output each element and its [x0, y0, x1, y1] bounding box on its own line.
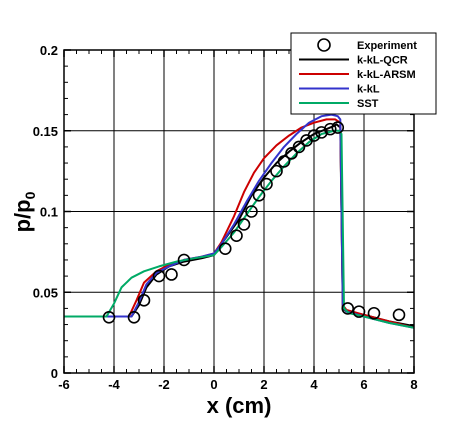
data-point-experiment	[252, 189, 266, 202]
data-point-experiment	[102, 310, 116, 324]
y-tick-label: 0.15	[33, 124, 58, 139]
data-point-experiment	[245, 205, 258, 218]
data-point-experiment	[177, 253, 191, 267]
data-point-experiment	[292, 140, 306, 154]
y-axis-title-subscript: 0	[22, 191, 38, 199]
legend-items: Experiment k-kL-QCR k-kL-ARSM k-kL SST	[299, 38, 417, 110]
y-tick-label: 0.1	[40, 205, 58, 220]
x-tick-label: -4	[108, 377, 120, 392]
data-point-experiment	[230, 229, 243, 243]
data-point-experiment	[392, 308, 406, 322]
data-point-experiment	[270, 164, 283, 178]
data-point-experiment	[137, 294, 151, 307]
legend: Experiment k-kL-QCR k-kL-ARSM k-kL SST	[290, 32, 437, 115]
legend-label-k-kl: k-kL	[357, 84, 380, 96]
legend-label-k-kl-qcr: k-kL-QCR	[357, 55, 408, 67]
data-point-experiment	[352, 305, 366, 318]
data-point-experiment	[341, 302, 355, 315]
x-tick-label: -6	[58, 377, 70, 392]
y-axis-title: p/p0	[10, 191, 38, 232]
marker-layer	[102, 121, 406, 324]
legend-swatch-experiment	[317, 38, 331, 52]
data-point-experiment	[285, 147, 298, 160]
x-axis-title: x (cm)	[207, 393, 272, 418]
data-point-experiment	[165, 268, 178, 281]
legend-label-experiment: Experiment	[357, 40, 417, 52]
data-point-experiment	[277, 155, 291, 168]
data-point-experiment	[218, 242, 232, 255]
y-tick-label: 0	[51, 366, 58, 381]
x-tick-label: 2	[260, 377, 267, 392]
data-point-experiment	[331, 121, 345, 134]
y-tick-labels: 0 0.05 0.1 0.15 0.2	[33, 43, 58, 381]
x-tick-labels: -6 -4 -2 0 2 4 6 8	[58, 377, 417, 392]
series-line-sst	[64, 129, 414, 329]
data-point-experiment	[307, 129, 321, 142]
legend-label-k-kl-arsm: k-kL-ARSM	[357, 69, 416, 81]
x-tick-label: -2	[158, 377, 170, 392]
data-point-experiment	[323, 122, 337, 136]
x-tick-label: 8	[410, 377, 417, 392]
y-axis-title-group: p/p0	[10, 191, 38, 232]
y-tick-label: 0.2	[40, 43, 58, 58]
x-tick-label: 4	[310, 377, 318, 392]
data-point-experiment	[315, 126, 328, 139]
y-tick-label: 0.05	[33, 285, 58, 300]
x-tick-label: 0	[210, 377, 217, 392]
series-line-k-kl	[64, 113, 414, 329]
grid	[64, 50, 414, 373]
x-tick-label: 6	[360, 377, 367, 392]
data-point-experiment	[152, 269, 166, 283]
data-point-experiment	[127, 310, 141, 324]
data-point-experiment	[237, 218, 251, 231]
legend-label-sst: SST	[357, 98, 379, 110]
y-axis-title-main: p/p	[10, 199, 35, 232]
data-point-experiment	[367, 306, 381, 320]
data-point-experiment	[260, 177, 273, 191]
